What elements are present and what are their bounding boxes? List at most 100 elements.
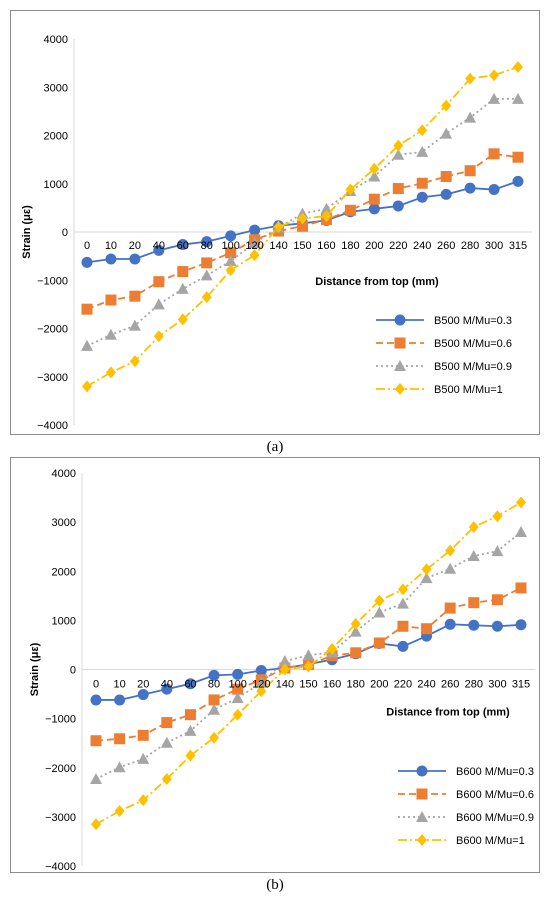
data-point [249, 224, 261, 236]
data-point [105, 294, 117, 306]
x-tick-label: 315 [512, 679, 530, 691]
data-point [416, 145, 429, 157]
legend-label: B600 M/Mu=0.3 [456, 766, 534, 778]
x-tick-label: 100 [228, 679, 246, 691]
data-point [397, 640, 409, 652]
data-point [392, 183, 404, 195]
data-point [177, 313, 188, 326]
data-point [232, 668, 244, 680]
data-point [468, 619, 480, 631]
data-point [200, 269, 213, 281]
y-tick-label: −2000 [37, 324, 68, 336]
data-point [129, 355, 140, 368]
x-tick-label: 260 [437, 240, 455, 252]
y-tick-label: −4000 [37, 420, 68, 432]
data-point [421, 563, 432, 576]
legend-entry: B500 M/Mu=0.3 [376, 314, 512, 327]
data-point [374, 594, 385, 607]
data-point [488, 92, 501, 104]
data-point [373, 637, 385, 649]
series-4 [91, 496, 526, 831]
data-point [255, 664, 267, 676]
data-point [90, 735, 102, 747]
y-tick-label: −3000 [37, 372, 68, 384]
legend-marker [394, 360, 406, 371]
data-point [232, 683, 244, 695]
data-point [444, 602, 456, 614]
legend-label: B500 M/Mu=1 [434, 384, 503, 396]
data-point [512, 92, 524, 104]
x-tick-label: 240 [413, 240, 431, 252]
x-tick-label: 220 [389, 240, 407, 252]
x-tick-label: 140 [276, 679, 294, 691]
y-tick-label: 1000 [44, 179, 68, 191]
data-point [416, 177, 428, 189]
x-tick-label: 160 [323, 679, 341, 691]
x-tick-label: 100 [221, 240, 239, 252]
data-point [153, 276, 165, 288]
data-point [81, 256, 93, 268]
data-point [491, 545, 504, 557]
data-point [397, 620, 409, 632]
x-tick-label: 315 [509, 240, 527, 252]
chart-panel-b: 4000 3000 2000 1000 0 −1000 −2000 −3000 −4000 Str… [10, 457, 540, 873]
x-tick-label: 10 [105, 240, 117, 252]
data-point [82, 380, 92, 393]
data-point [113, 761, 126, 773]
legend-entry: B500 M/Mu=0.6 [376, 337, 512, 350]
series-3 [90, 525, 527, 785]
y-tick-label: 4000 [52, 468, 76, 480]
data-point [129, 253, 141, 265]
y-tick-label: −2000 [45, 763, 76, 775]
data-point [104, 328, 117, 340]
x-tick-label: 300 [488, 679, 506, 691]
data-point [392, 200, 404, 212]
data-point [248, 237, 261, 249]
data-point [114, 694, 126, 706]
x-tick-label: 0 [84, 240, 90, 252]
data-point [444, 618, 456, 630]
data-point [396, 597, 409, 609]
data-point [344, 204, 356, 216]
data-point [512, 175, 524, 187]
data-point [303, 660, 314, 673]
x-tick-label: 120 [245, 240, 263, 252]
data-point [392, 148, 405, 160]
data-point [177, 239, 189, 251]
series-4 [82, 60, 523, 393]
data-point [161, 683, 173, 695]
data-point [441, 99, 452, 112]
data-point [440, 171, 452, 183]
data-point [444, 562, 457, 574]
data-point [255, 676, 268, 688]
legend-entry: B600 M/Mu=0.9 [398, 811, 534, 824]
data-point [225, 264, 236, 277]
x-axis-title: Distance from top (mm) [315, 276, 439, 288]
data-point [177, 266, 189, 278]
data-point [397, 583, 408, 596]
legend-entry: B600 M/Mu=0.6 [398, 788, 534, 801]
data-point [91, 818, 101, 831]
data-point [320, 202, 333, 214]
y-tick-label: 1000 [52, 615, 76, 627]
x-axis-title: Distance from top (mm) [386, 707, 510, 719]
x-tick-label: 60 [177, 240, 189, 252]
data-point [249, 249, 260, 262]
data-point [279, 663, 290, 676]
data-point [225, 230, 237, 242]
data-point [129, 290, 141, 302]
data-point [421, 623, 433, 635]
data-point [273, 220, 284, 233]
legend-marker [417, 834, 427, 846]
x-tick-label: 40 [153, 240, 165, 252]
data-point [152, 298, 165, 310]
y-tick-label: 2000 [44, 131, 68, 143]
y-tick-label: 3000 [52, 517, 76, 529]
data-point [297, 220, 308, 232]
data-point [105, 253, 117, 265]
data-point [90, 773, 102, 785]
data-point [160, 736, 173, 748]
data-point [327, 642, 338, 655]
y-axis-title: Strain (με) [29, 642, 41, 696]
data-point [209, 731, 220, 744]
